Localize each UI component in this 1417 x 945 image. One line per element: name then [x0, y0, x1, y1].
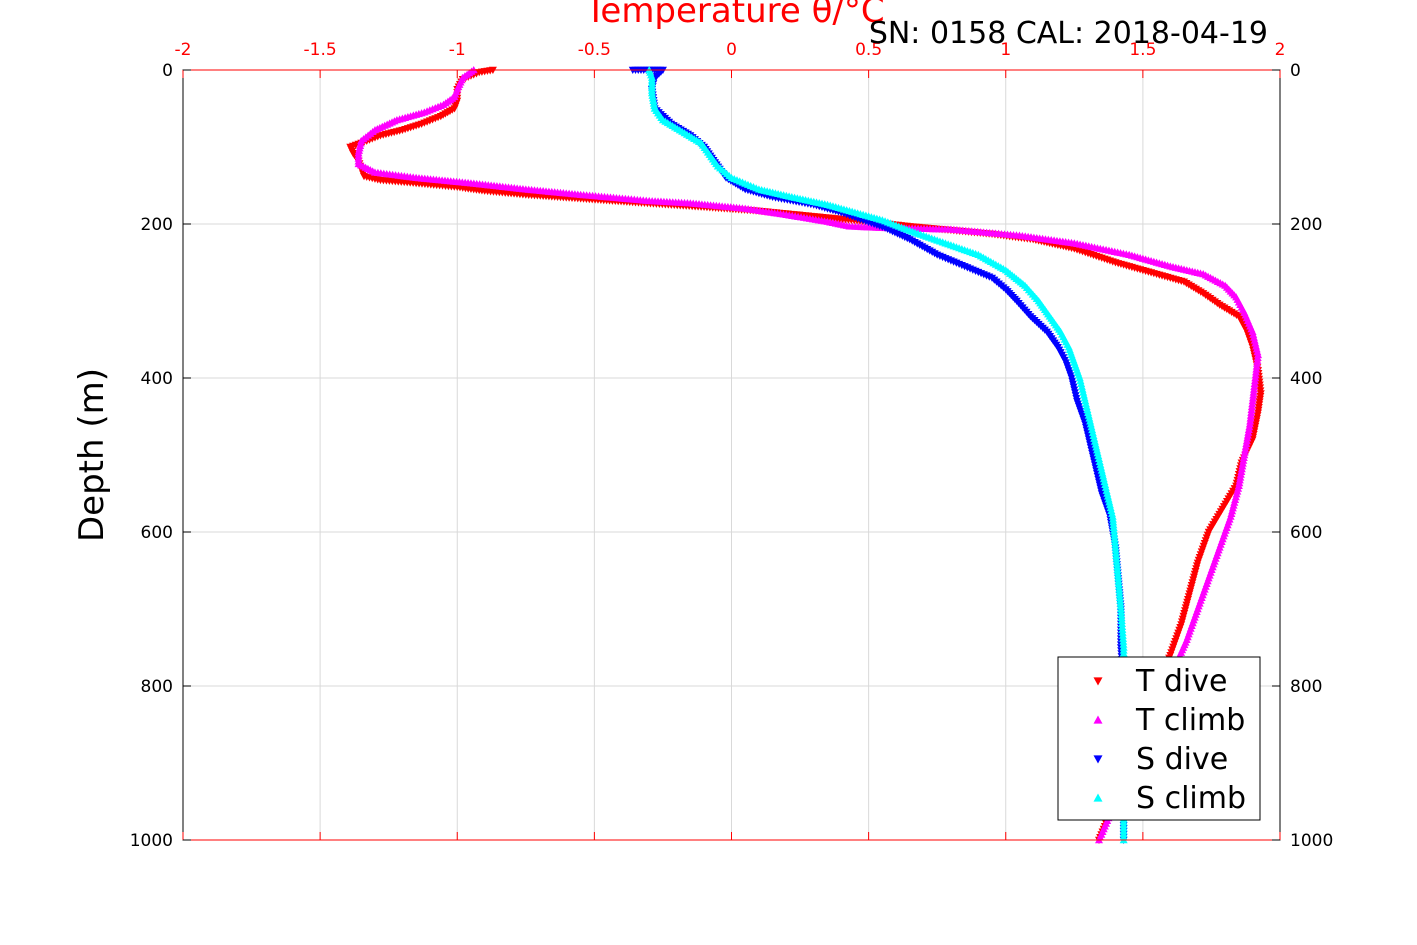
legend-label: S dive	[1136, 742, 1228, 777]
y-tick-label-left: 200	[141, 215, 173, 235]
legend-marker	[1093, 755, 1103, 764]
chart-subtitle: SN: 0158 CAL: 2018-04-19	[869, 16, 1268, 51]
data-point	[1244, 428, 1253, 436]
y-tick-label-left: 0	[162, 61, 173, 81]
data-point	[1238, 462, 1247, 470]
chart-title: Temperature θ/°C	[584, 0, 884, 31]
x-tick-label: -0.5	[578, 40, 611, 60]
data-point	[1244, 425, 1253, 433]
data-point	[1237, 465, 1246, 473]
data-point	[1239, 456, 1248, 464]
data-point	[1241, 445, 1250, 453]
y-tick-label-right: 800	[1290, 677, 1322, 697]
legend-marker	[1093, 793, 1103, 802]
data-point	[1245, 423, 1254, 431]
x-tick-label: 2	[1275, 40, 1286, 60]
legend-label: S climb	[1136, 781, 1246, 816]
data-point	[1243, 431, 1252, 439]
data-point	[1242, 439, 1251, 447]
y-tick-label-left: 1000	[130, 831, 173, 851]
data-point	[1235, 476, 1244, 484]
data-point	[1245, 420, 1254, 428]
data-point	[1240, 448, 1249, 456]
y-tick-label-right: 200	[1290, 215, 1322, 235]
data-point	[1236, 470, 1245, 478]
y-tick-label-right: 0	[1290, 61, 1301, 81]
y-tick-label-right: 1000	[1290, 831, 1333, 851]
data-point	[1237, 467, 1246, 475]
data-point	[1240, 451, 1249, 459]
x-tick-label: 1.5	[1129, 40, 1156, 60]
series-s-dive	[628, 66, 1128, 844]
data-point	[1241, 442, 1250, 450]
x-tick-label: 0	[726, 40, 737, 60]
legend-label: T climb	[1135, 703, 1245, 738]
legend-marker	[1093, 715, 1103, 724]
data-point	[1236, 473, 1245, 481]
data-point	[1242, 437, 1251, 445]
series-layer	[346, 66, 1265, 844]
legend-marker	[1093, 677, 1103, 686]
data-point	[1238, 459, 1247, 467]
y-axis-label: Depth (m)	[72, 368, 112, 542]
legend: T dive T climb S dive S climb	[1057, 656, 1261, 821]
y-tick-label-right: 400	[1290, 369, 1322, 389]
data-point	[1243, 434, 1252, 442]
data-point	[1239, 453, 1248, 461]
x-tick-label: -2	[175, 40, 192, 60]
x-tick-label: 1	[1000, 40, 1011, 60]
y-tick-label-left: 600	[141, 523, 173, 543]
legend-box	[1057, 656, 1261, 821]
y-tick-label-right: 600	[1290, 523, 1322, 543]
x-tick-label: -1.5	[304, 40, 337, 60]
y-tick-label-left: 400	[141, 369, 173, 389]
x-tick-label: -1	[449, 40, 466, 60]
y-tick-label-left: 800	[141, 677, 173, 697]
series-s-climb	[645, 66, 1128, 844]
legend-label: T dive	[1135, 664, 1227, 699]
data-point	[1235, 479, 1244, 487]
x-tick-label: 0.5	[855, 40, 882, 60]
